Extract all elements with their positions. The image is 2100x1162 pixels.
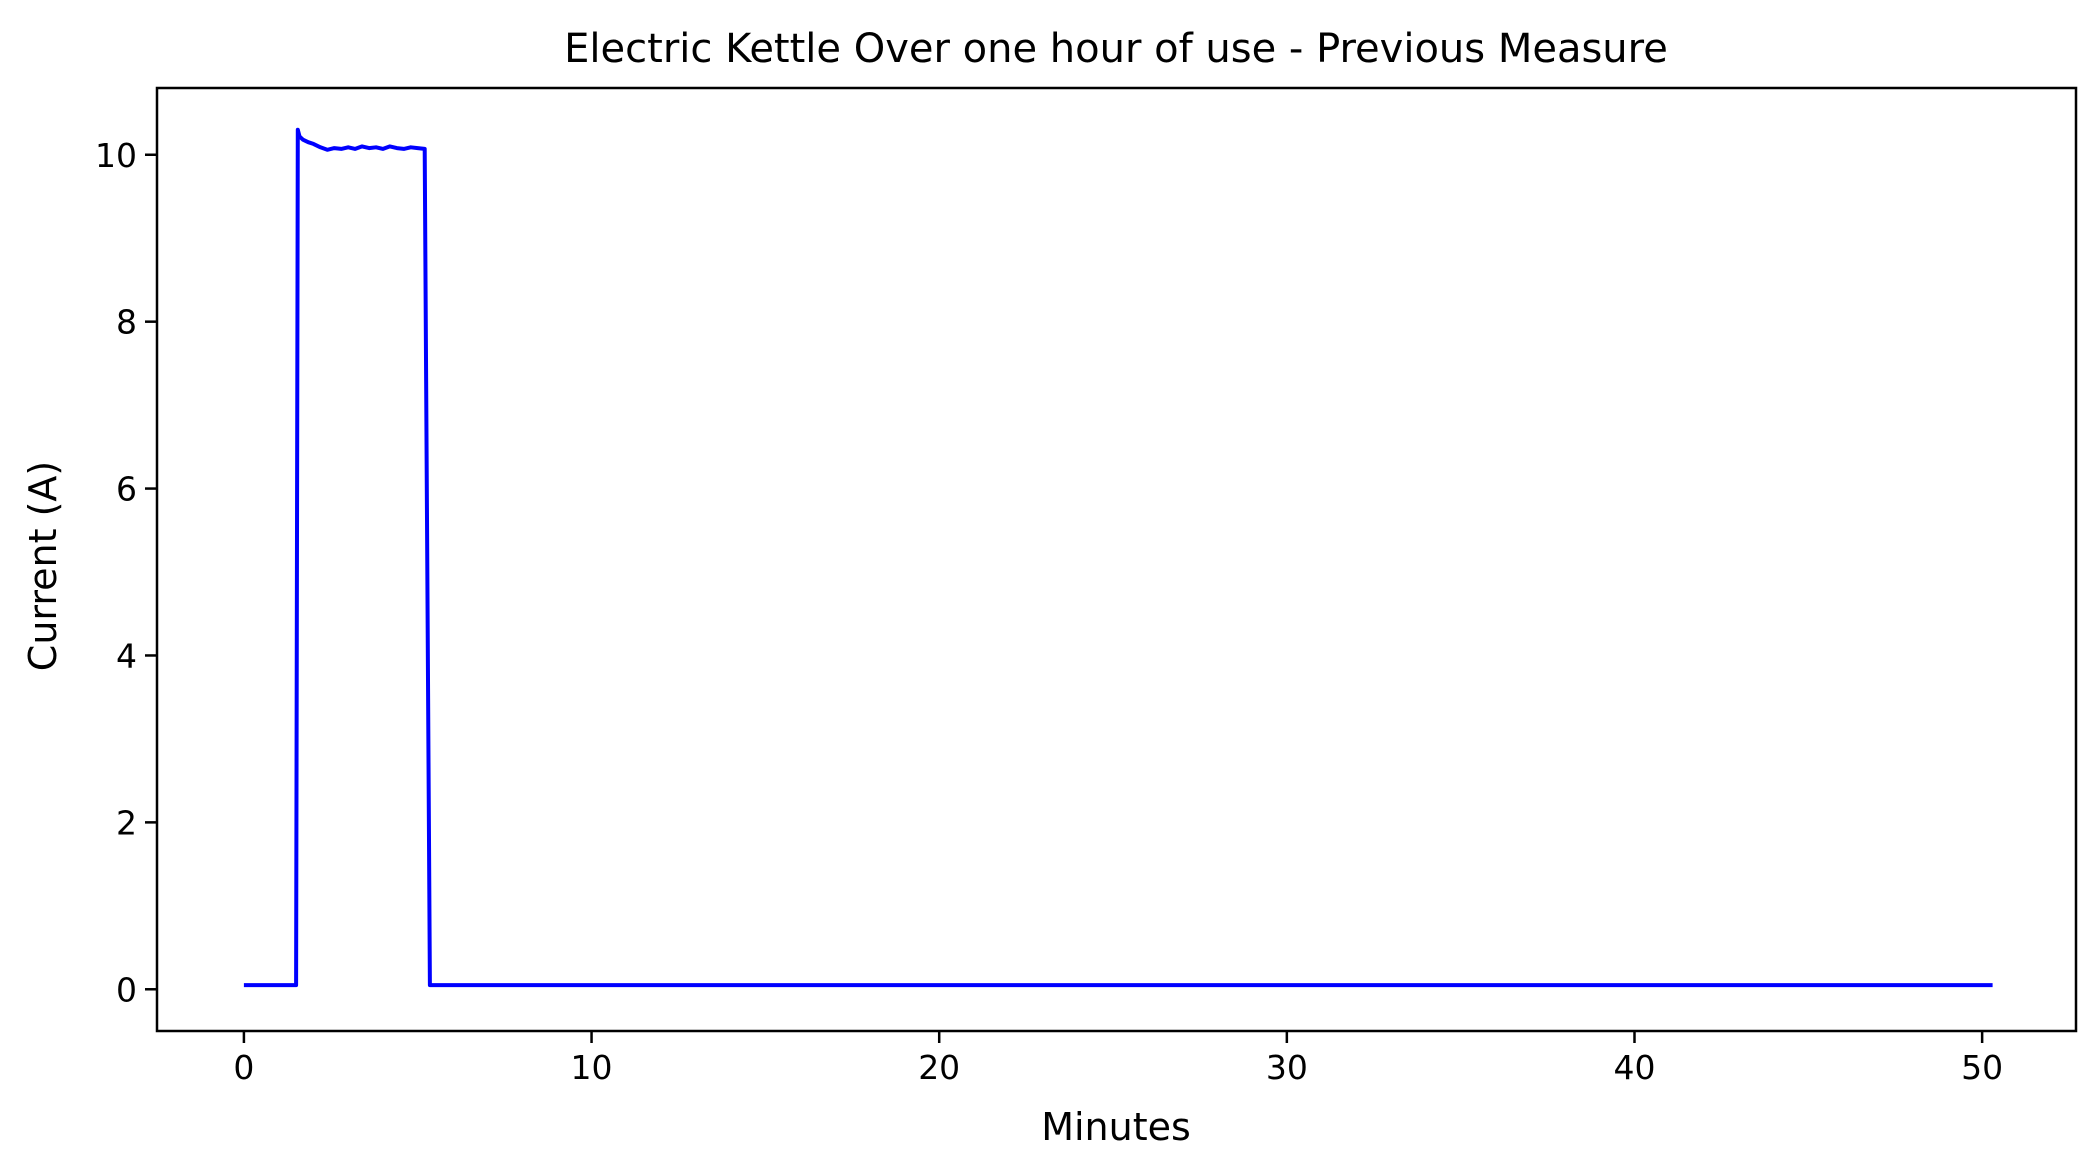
chart-title: Electric Kettle Over one hour of use - P… — [564, 26, 1668, 72]
y-tick-label: 10 — [95, 136, 137, 175]
x-tick-label: 0 — [233, 1048, 254, 1087]
y-axis: 0 2 4 6 8 10 — [95, 136, 157, 1009]
plot-frame — [155, 86, 2078, 1033]
plot-area — [243, 127, 1993, 988]
x-axis-label: Minutes — [1041, 1105, 1191, 1149]
y-tick-label: 0 — [116, 970, 137, 1009]
y-tick-label: 2 — [116, 803, 137, 842]
y-tick-label: 6 — [116, 470, 137, 509]
x-axis: 0 10 20 30 40 50 — [233, 1031, 2003, 1087]
y-tick-label: 8 — [116, 303, 137, 342]
x-tick-label: 40 — [1613, 1048, 1655, 1087]
y-axis-label: Current (A) — [21, 461, 65, 671]
series-line-current — [243, 127, 1993, 988]
x-tick-label: 50 — [1961, 1048, 2003, 1087]
x-tick-label: 20 — [918, 1048, 960, 1087]
x-tick-label: 30 — [1266, 1048, 1308, 1087]
x-tick-label: 10 — [571, 1048, 613, 1087]
y-tick-label: 4 — [116, 636, 137, 675]
